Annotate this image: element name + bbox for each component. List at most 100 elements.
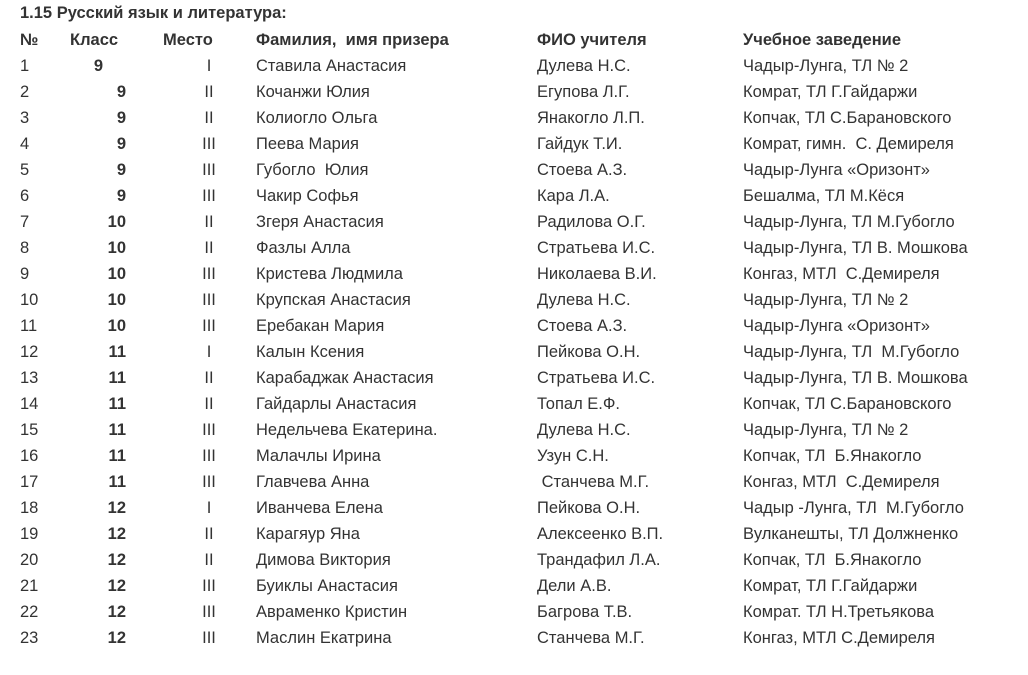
cell-class: 10	[107, 291, 126, 309]
cell-name: Губогло Юлия	[256, 161, 369, 179]
cell-name: Авраменко Кристин	[256, 603, 408, 621]
cell-place: II	[204, 83, 214, 101]
table-row: 11 10 III Еребакан Мария Стоева А.З. Чадыр-Лу…	[0, 313, 1028, 339]
cell-school: Комрат. ТЛ Н.Третьякова	[743, 603, 935, 621]
cell-place: III	[202, 421, 216, 439]
cell-teacher: Дулева Н.С.	[537, 57, 631, 75]
cell-num: 12	[20, 343, 39, 361]
cell-teacher: Пейкова О.Н.	[537, 499, 641, 517]
cell-name: Крупская Анастасия	[256, 291, 411, 309]
cell-school: Чадыр -Лунга, ТЛ М.Губогло	[743, 499, 964, 517]
header-class: Класс	[70, 31, 119, 49]
table-row: 21 12 III Буиклы Анастасия Дели А.В. Комрат, …	[0, 573, 1028, 599]
cell-school: Конгаз, МТЛ С.Демиреля	[743, 629, 935, 647]
table-row: 13 11 II Карабаджак Анастасия Стратьева И.С.…	[0, 365, 1028, 391]
cell-name: Иванчева Елена	[256, 499, 383, 517]
cell-teacher: Дели А.В.	[537, 577, 612, 595]
table-row: 17 11 III Главчева Анна Станчева М.Г. Конгаз…	[0, 469, 1028, 495]
cell-name: Малачлы Ирина	[256, 447, 381, 465]
cell-teacher: Станчева М.Г.	[537, 473, 650, 491]
cell-num: 23	[20, 629, 39, 647]
cell-school: Конгаз, МТЛ С.Демиреля	[743, 265, 940, 283]
section-title: 1.15 Русский язык и литература:	[20, 4, 287, 22]
table-row: 7 10 II Згеря Анастасия Радилова О.Г. Чадыр-Л…	[0, 209, 1028, 235]
cell-teacher: Гайдук Т.И.	[537, 135, 623, 153]
cell-num: 17	[20, 473, 39, 491]
cell-teacher: Егупова Л.Г.	[537, 83, 630, 101]
cell-teacher: Стратьева И.С.	[537, 369, 656, 387]
cell-teacher: Николаева В.И.	[537, 265, 657, 283]
cell-teacher: Трандафил Л.А.	[537, 551, 661, 569]
cell-teacher: Янакогло Л.П.	[537, 109, 645, 127]
cell-num: 4	[20, 135, 30, 153]
cell-teacher: Станчева М.Г.	[537, 629, 645, 647]
header-place: Место	[163, 31, 213, 49]
cell-school: Чадыр-Лунга, ТЛ В. Мошкова	[743, 239, 968, 257]
cell-num: 9	[20, 265, 30, 283]
cell-place: II	[204, 395, 214, 413]
cell-class: 11	[108, 369, 126, 387]
cell-place: II	[204, 239, 214, 257]
cell-school: Комрат, гимн. С. Демиреля	[743, 135, 954, 153]
cell-place: I	[206, 57, 212, 75]
cell-school: Вулканешты, ТЛ Должненко	[743, 525, 959, 543]
cell-num: 14	[20, 395, 39, 413]
cell-num: 19	[20, 525, 39, 543]
cell-school: Бешалма, ТЛ М.Кёся	[743, 187, 905, 205]
table-row: 16 11 III Малачлы Ирина Узун С.Н. Копчак, ТЛ …	[0, 443, 1028, 469]
cell-place: II	[204, 109, 214, 127]
cell-place: II	[204, 213, 214, 231]
cell-num: 22	[20, 603, 39, 621]
table-header: № Класс Место Фамилия, имя призера ФИО у…	[0, 27, 1028, 53]
cell-school: Комрат, ТЛ Г.Гайдаржи	[743, 83, 918, 101]
cell-class: 12	[107, 577, 126, 595]
table-row: 1 9 I Ставила Анастасия Дулева Н.С. Чадыр-Лун…	[0, 53, 1028, 79]
cell-num: 5	[20, 161, 30, 179]
cell-place: I	[206, 343, 212, 361]
cell-school: Чадыр-Лунга «Оризонт»	[743, 317, 930, 335]
table-row: 20 12 II Димова Виктория Трандафил Л.А. Копча…	[0, 547, 1028, 573]
cell-place: II	[204, 551, 214, 569]
cell-num: 13	[20, 369, 39, 387]
cell-num: 20	[20, 551, 39, 569]
cell-name: Маслин Екатрина	[256, 629, 392, 647]
cell-class: 11	[108, 421, 126, 439]
cell-school: Чадыр-Лунга «Оризонт»	[743, 161, 930, 179]
cell-place: II	[204, 369, 214, 387]
cell-name: Пеева Мария	[256, 135, 359, 153]
cell-school: Конгаз, МТЛ С.Демиреля	[743, 473, 940, 491]
cell-class: 9	[93, 57, 103, 75]
cell-teacher: Дулева Н.С.	[537, 291, 631, 309]
cell-name: Главчева Анна	[256, 473, 370, 491]
cell-teacher: Радилова О.Г.	[537, 213, 646, 231]
cell-school: Чадыр-Лунга, ТЛ № 2	[743, 291, 909, 309]
table-row: 9 10 III Кристева Людмила Николаева В.И. Конг…	[0, 261, 1028, 287]
cell-place: II	[204, 525, 214, 543]
cell-class: 10	[107, 239, 126, 257]
table-row: 8 10 II Фазлы Алла Стратьева И.С. Чадыр-Лунга…	[0, 235, 1028, 261]
cell-place: III	[202, 629, 216, 647]
cell-teacher: Стоева А.З.	[537, 161, 628, 179]
cell-place: III	[202, 291, 216, 309]
cell-class: 12	[107, 603, 126, 621]
cell-class: 11	[108, 343, 126, 361]
cell-school: Чадыр-Лунга, ТЛ № 2	[743, 421, 909, 439]
cell-name: Гайдарлы Анастасия	[256, 395, 417, 413]
cell-name: Карабаджак Анастасия	[256, 369, 434, 387]
table-row: 4 9 III Пеева Мария Гайдук Т.И. Комрат, гимн.…	[0, 131, 1028, 157]
cell-class: 12	[107, 499, 126, 517]
cell-school: Копчак, ТЛ Б.Янакогло	[743, 551, 922, 569]
cell-place: III	[202, 603, 216, 621]
cell-class: 12	[107, 629, 126, 647]
cell-num: 11	[20, 317, 38, 335]
cell-teacher: Алексеенко В.П.	[537, 525, 664, 543]
cell-num: 6	[20, 187, 30, 205]
cell-class: 12	[107, 525, 126, 543]
cell-teacher: Стратьева И.С.	[537, 239, 656, 257]
cell-num: 2	[20, 83, 30, 101]
cell-num: 15	[20, 421, 39, 439]
cell-teacher: Багрова Т.В.	[537, 603, 633, 621]
cell-class: 11	[108, 447, 126, 465]
cell-name: Згеря Анастасия	[256, 213, 384, 231]
cell-name: Ставила Анастасия	[256, 57, 407, 75]
